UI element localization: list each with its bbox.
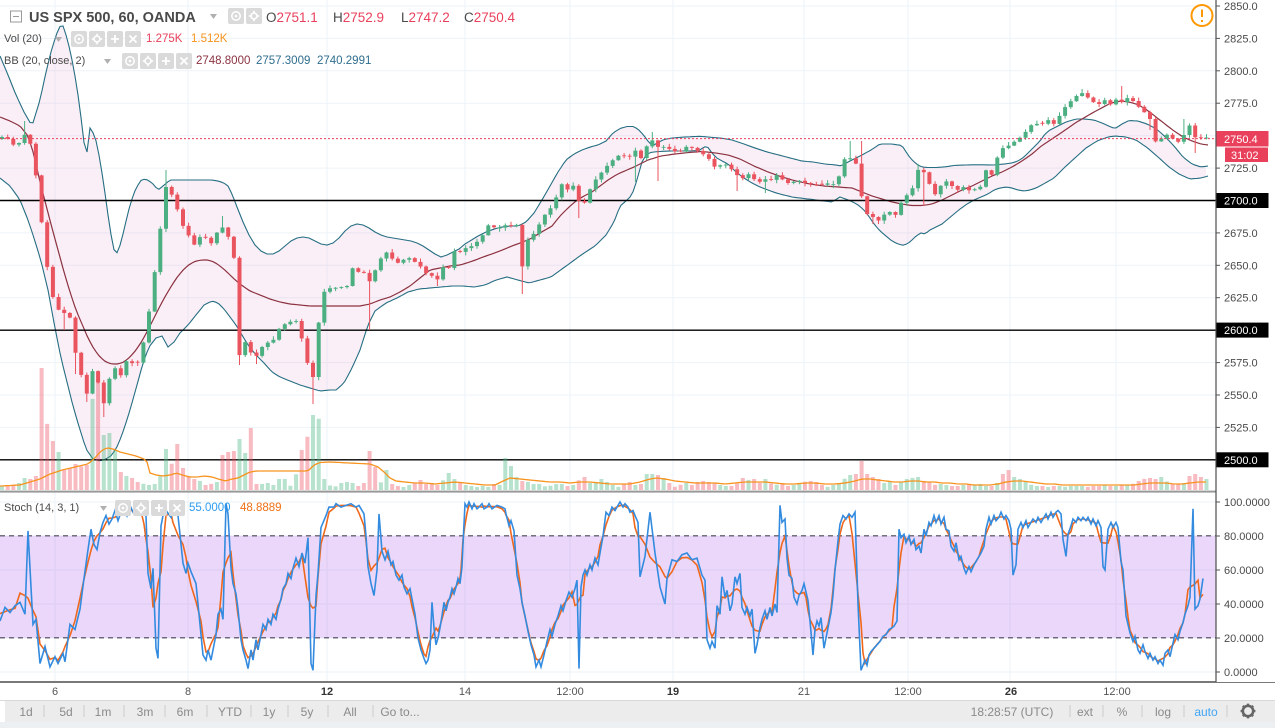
svg-text:Vol (20): Vol (20) (4, 33, 42, 45)
svg-text:3m: 3m (137, 705, 154, 719)
svg-text:2825.0: 2825.0 (1224, 33, 1258, 45)
svg-text:All: All (343, 705, 356, 719)
svg-text:40.0000: 40.0000 (1224, 599, 1264, 611)
svg-text:2700.0: 2700.0 (1224, 196, 1258, 208)
svg-text:2725.0: 2725.0 (1224, 163, 1258, 175)
svg-text:6: 6 (52, 686, 58, 698)
svg-text:19: 19 (667, 686, 679, 698)
svg-text:2525.0: 2525.0 (1224, 422, 1258, 434)
svg-text:21: 21 (798, 686, 810, 698)
svg-text:1d: 1d (19, 705, 32, 719)
svg-text:Go to...: Go to... (380, 705, 419, 719)
svg-text:2625.0: 2625.0 (1224, 293, 1258, 305)
svg-text:BB (20, close, 2): BB (20, close, 2) (4, 55, 85, 67)
svg-text:12:00: 12:00 (894, 686, 922, 698)
svg-text:2740.2991: 2740.2991 (317, 55, 371, 67)
svg-text:12: 12 (321, 686, 333, 698)
svg-text:12:00: 12:00 (1103, 686, 1131, 698)
svg-text:1m: 1m (95, 705, 112, 719)
svg-text:48.8889: 48.8889 (240, 502, 282, 514)
svg-text:2600.0: 2600.0 (1224, 325, 1258, 337)
svg-text:100.0000: 100.0000 (1224, 497, 1270, 509)
svg-text:2775.0: 2775.0 (1224, 98, 1258, 110)
svg-text:2750.4: 2750.4 (1224, 134, 1258, 146)
svg-text:US SPX 500, 60, OANDA: US SPX 500, 60, OANDA (29, 10, 196, 26)
svg-text:60.0000: 60.0000 (1224, 565, 1264, 577)
svg-text:auto: auto (1194, 705, 1218, 719)
svg-text:26: 26 (1005, 686, 1017, 698)
svg-text:Stoch (14, 3, 1): Stoch (14, 3, 1) (4, 502, 79, 514)
svg-text:2748.8000: 2748.8000 (196, 55, 250, 67)
svg-text:2675.0: 2675.0 (1224, 228, 1258, 240)
svg-text:%: % (1117, 705, 1128, 719)
svg-text:80.0000: 80.0000 (1224, 531, 1264, 543)
svg-text:8: 8 (185, 686, 191, 698)
svg-text:5y: 5y (301, 705, 314, 719)
svg-text:2800.0: 2800.0 (1224, 66, 1258, 78)
svg-text:31:02: 31:02 (1231, 150, 1259, 162)
svg-text:log: log (1155, 705, 1171, 719)
svg-text:1.275K: 1.275K (146, 33, 183, 45)
svg-text:6m: 6m (177, 705, 194, 719)
svg-text:2650.0: 2650.0 (1224, 260, 1258, 272)
svg-text:YTD: YTD (218, 705, 242, 719)
svg-text:1y: 1y (263, 705, 276, 719)
svg-text:2550.0: 2550.0 (1224, 390, 1258, 402)
svg-text:2757.3009: 2757.3009 (256, 55, 310, 67)
svg-text:18:28:57 (UTC): 18:28:57 (UTC) (971, 705, 1054, 719)
svg-text:ext: ext (1077, 705, 1094, 719)
svg-text:1.512K: 1.512K (191, 33, 228, 45)
svg-text:0.0000: 0.0000 (1224, 667, 1258, 679)
svg-text:5d: 5d (59, 705, 72, 719)
svg-text:20.0000: 20.0000 (1224, 633, 1264, 645)
svg-text:14: 14 (459, 686, 471, 698)
svg-text:12:00: 12:00 (556, 686, 584, 698)
svg-text:2575.0: 2575.0 (1224, 358, 1258, 370)
svg-text:2850.0: 2850.0 (1224, 1, 1258, 13)
svg-text:55.0000: 55.0000 (189, 502, 231, 514)
svg-text:2500.0: 2500.0 (1224, 455, 1258, 467)
